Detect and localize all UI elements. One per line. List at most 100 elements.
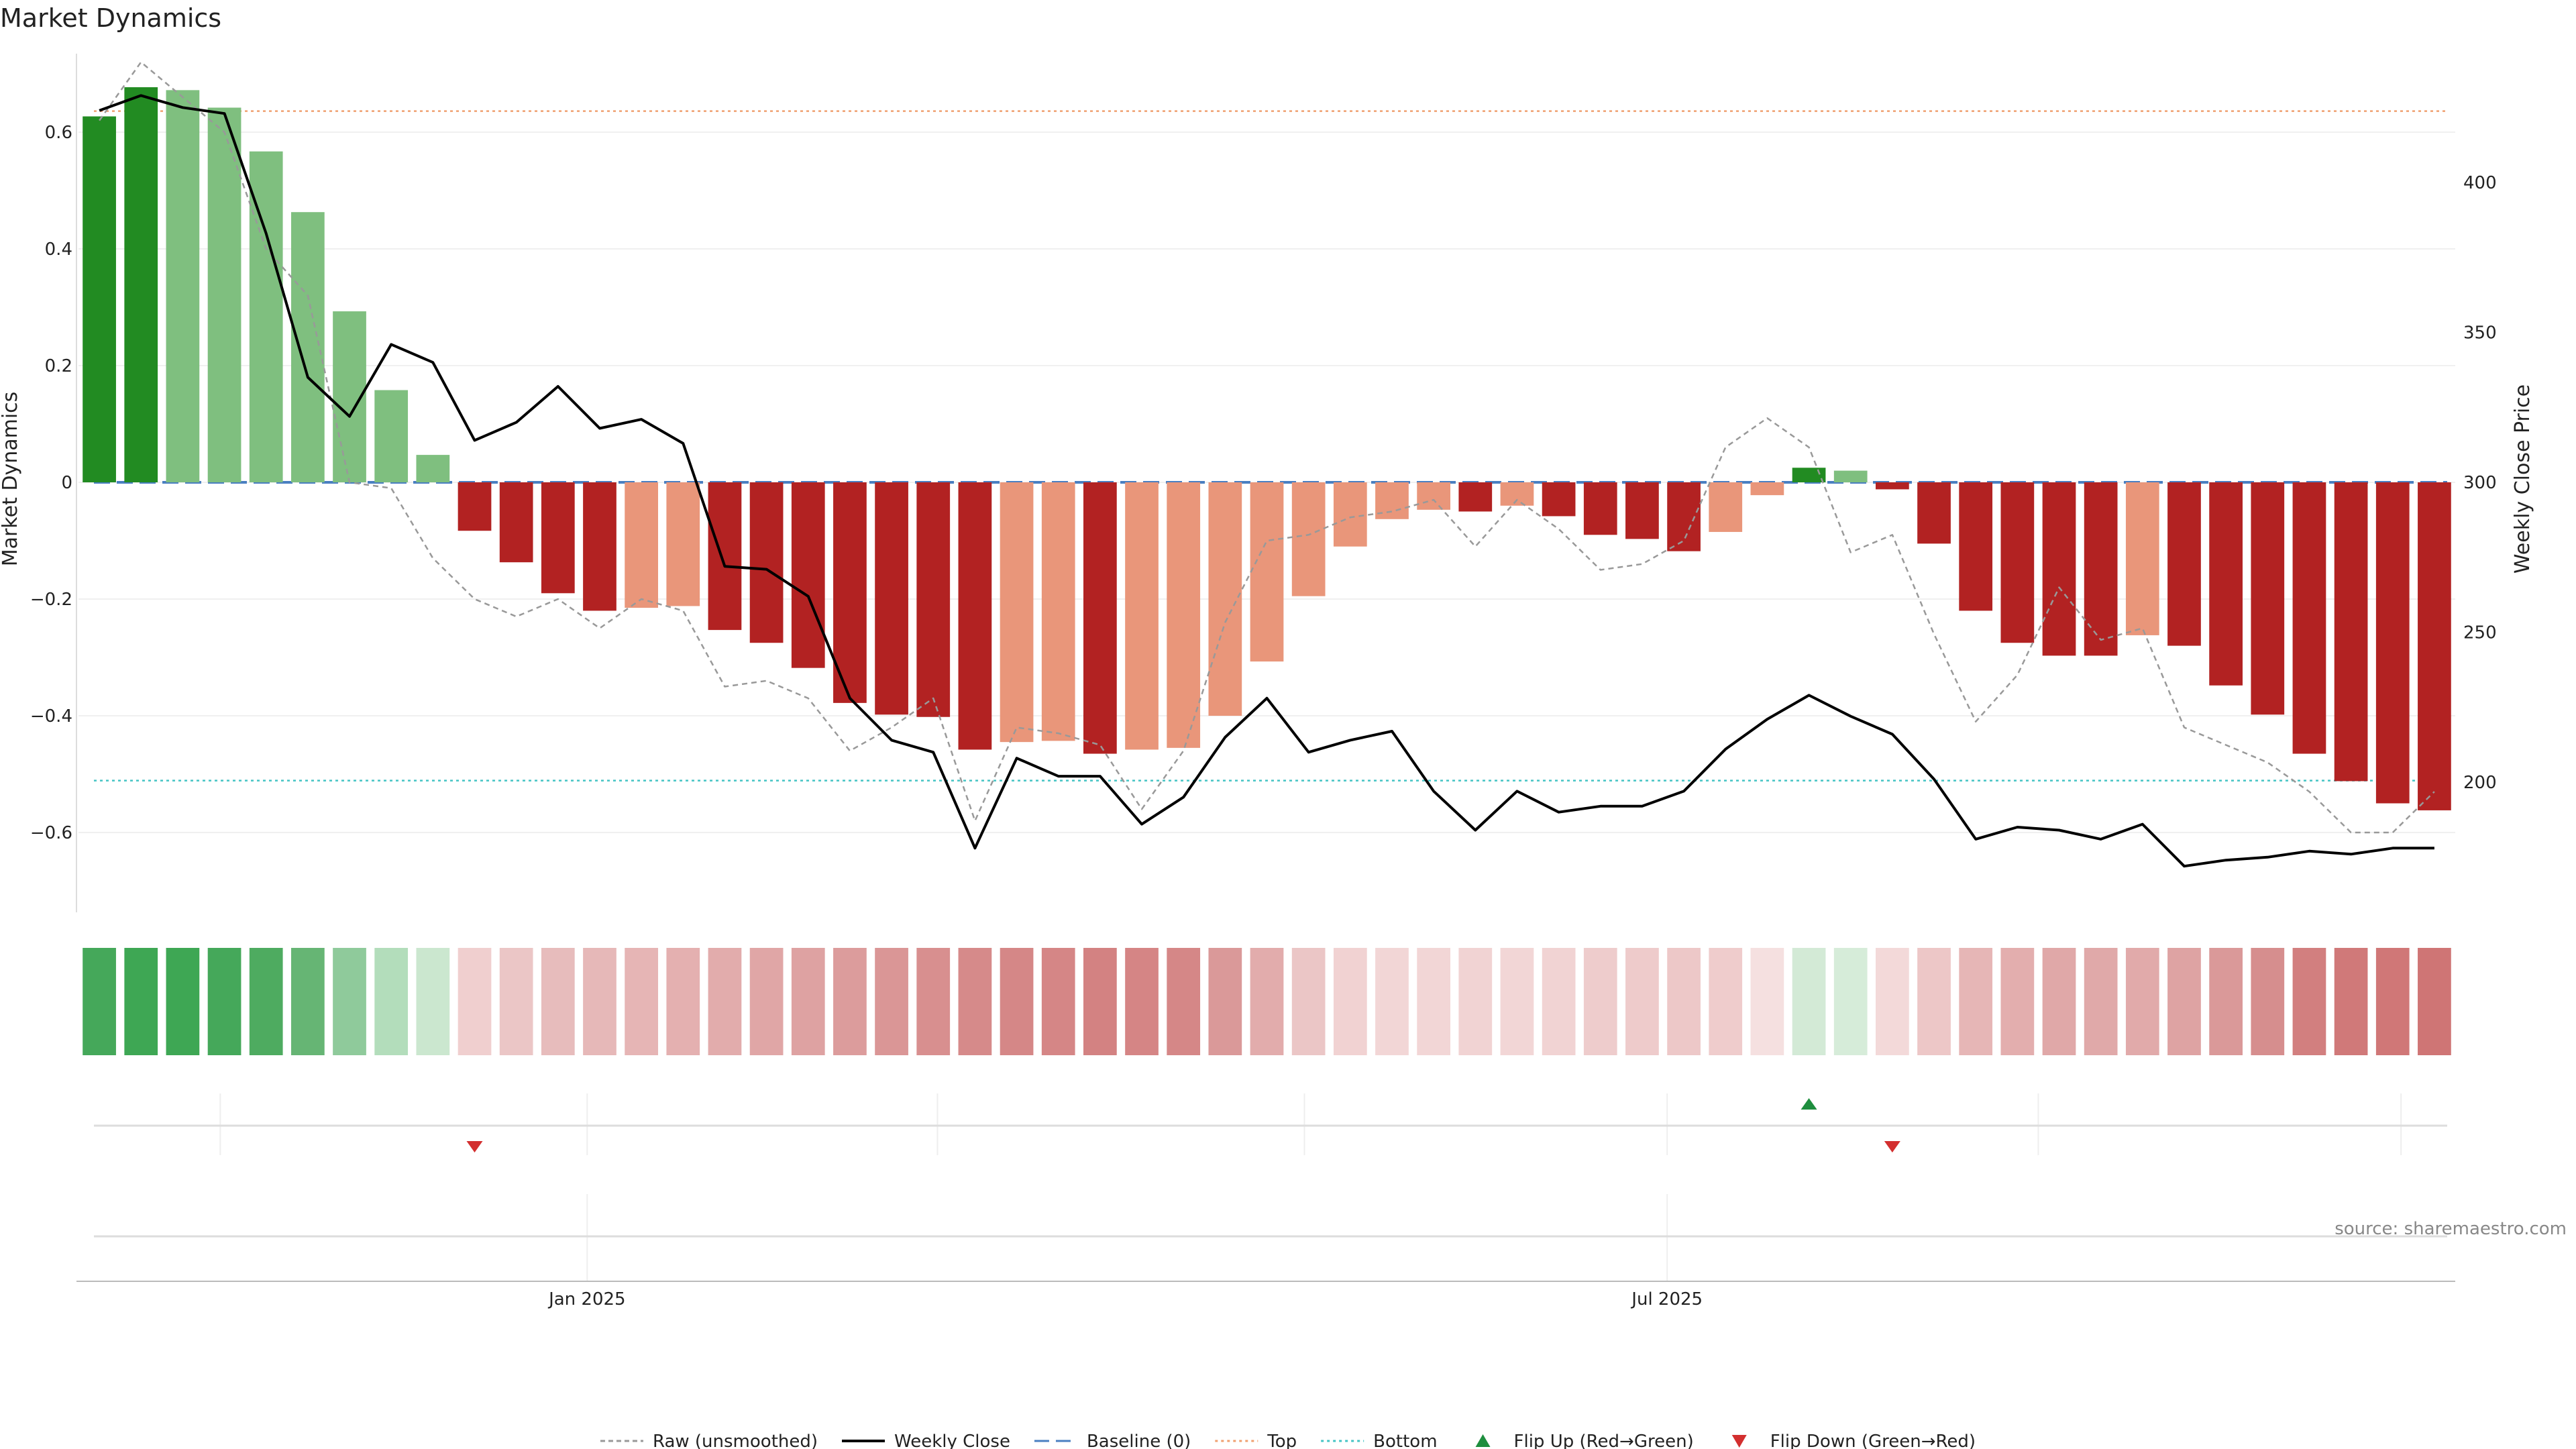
legend-item-top: Top bbox=[1267, 1432, 1297, 1449]
heat-cell bbox=[541, 948, 575, 1055]
heat-cell bbox=[2251, 948, 2285, 1055]
weekly-close-line bbox=[99, 94, 2434, 868]
bar bbox=[541, 482, 575, 594]
heat-cell bbox=[625, 948, 658, 1055]
bar bbox=[207, 107, 241, 482]
heat-cell bbox=[875, 948, 908, 1055]
legend-item-flip-up-red-green: Flip Up (Red→Green) bbox=[1514, 1432, 1694, 1449]
bar bbox=[1500, 482, 1534, 506]
y-tick-label: −0.4 bbox=[30, 706, 72, 727]
heat-cell bbox=[2334, 948, 2368, 1055]
heat-cell bbox=[291, 948, 325, 1055]
bar bbox=[1583, 482, 1617, 535]
heat-cell bbox=[2000, 948, 2035, 1055]
heat-cell bbox=[166, 948, 200, 1055]
bar bbox=[83, 116, 116, 482]
heat-cell bbox=[1250, 948, 1284, 1055]
bar bbox=[2418, 482, 2451, 810]
bar bbox=[2251, 482, 2285, 715]
bar bbox=[1000, 482, 1034, 743]
bar bbox=[1125, 482, 1159, 750]
bar bbox=[1625, 482, 1659, 539]
heat-cell bbox=[1000, 948, 1034, 1055]
y-tick-label: 0.4 bbox=[45, 239, 72, 260]
heat-cell bbox=[2084, 948, 2118, 1055]
bar bbox=[124, 87, 158, 482]
bar bbox=[374, 390, 409, 482]
bar bbox=[875, 482, 908, 715]
y2-tick-label: 200 bbox=[2463, 773, 2497, 793]
heat-cell bbox=[958, 948, 992, 1055]
bar bbox=[2125, 482, 2159, 635]
heat-cell bbox=[249, 948, 283, 1055]
heat-cell bbox=[1208, 948, 1242, 1055]
heat-cell bbox=[666, 948, 700, 1055]
bar bbox=[2167, 482, 2201, 646]
bar bbox=[1709, 482, 1743, 532]
bar bbox=[708, 482, 742, 631]
flip-down-marker bbox=[466, 1141, 483, 1152]
bar bbox=[249, 151, 283, 482]
heat-cell bbox=[2167, 948, 2201, 1055]
bar bbox=[1333, 482, 1367, 547]
heat-cell bbox=[1750, 948, 1784, 1055]
bar bbox=[583, 482, 616, 611]
bar bbox=[1667, 482, 1701, 551]
heat-cell bbox=[124, 948, 158, 1055]
bar bbox=[666, 482, 700, 606]
y2-tick-label: 300 bbox=[2463, 473, 2497, 493]
heat-cell bbox=[1583, 948, 1617, 1055]
heat-cell bbox=[1625, 948, 1659, 1055]
bar bbox=[499, 482, 533, 563]
heat-cell bbox=[207, 948, 241, 1055]
heat-cell bbox=[833, 948, 867, 1055]
bar bbox=[625, 482, 658, 608]
reference-lines bbox=[94, 110, 2447, 782]
heat-cell bbox=[2125, 948, 2159, 1055]
x-tick-label: Jan 2025 bbox=[547, 1289, 626, 1309]
heat-cell bbox=[1876, 948, 1909, 1055]
bar bbox=[2209, 482, 2243, 686]
heat-cell bbox=[1291, 948, 1326, 1055]
bar bbox=[1458, 482, 1493, 512]
bar bbox=[1917, 482, 1951, 544]
bar bbox=[1750, 482, 1784, 496]
bar bbox=[166, 90, 200, 483]
heat-cell bbox=[1959, 948, 1993, 1055]
heat-cell bbox=[1667, 948, 1701, 1055]
legend-item-bottom: Bottom bbox=[1373, 1432, 1437, 1449]
heat-cell bbox=[1500, 948, 1534, 1055]
flip-down-marker bbox=[1884, 1141, 1900, 1152]
y2-tick-label: 250 bbox=[2463, 623, 2497, 643]
bar bbox=[1083, 482, 1117, 754]
y2-axis-ticks: 200 250 300 350 400 bbox=[2463, 173, 2497, 793]
heat-cell bbox=[1041, 948, 1075, 1055]
bar bbox=[1959, 482, 1993, 611]
bar bbox=[416, 455, 450, 482]
heat-cell bbox=[2292, 948, 2326, 1055]
bar bbox=[2042, 482, 2076, 656]
bar bbox=[291, 212, 325, 482]
heat-cell bbox=[2418, 948, 2451, 1055]
bar bbox=[1417, 482, 1450, 510]
bar bbox=[916, 482, 951, 717]
heat-cell bbox=[1083, 948, 1117, 1055]
y-tick-label: −0.6 bbox=[30, 823, 72, 843]
heat-cell bbox=[916, 948, 951, 1055]
heat-cell bbox=[1709, 948, 1743, 1055]
bar bbox=[1208, 482, 1242, 716]
legend-item-flip-down-green-red-swatch bbox=[1731, 1435, 1747, 1448]
heat-cell bbox=[2042, 948, 2076, 1055]
heat-cell bbox=[1167, 948, 1201, 1055]
raw-unsmoothed-line bbox=[99, 61, 2435, 834]
heat-cell bbox=[2375, 948, 2410, 1055]
x-axis-ticks: Jan 2025 Jul 2025 bbox=[547, 1289, 1703, 1309]
date-axis-panel bbox=[76, 1194, 2455, 1282]
heat-cell bbox=[1792, 948, 1826, 1055]
y2-tick-label: 400 bbox=[2463, 173, 2497, 193]
bar bbox=[791, 482, 825, 668]
bar bbox=[458, 482, 492, 531]
flip-markers-panel bbox=[94, 1093, 2447, 1155]
chart-title: Market Dynamics bbox=[0, 3, 221, 33]
y-tick-label: −0.2 bbox=[30, 590, 72, 610]
